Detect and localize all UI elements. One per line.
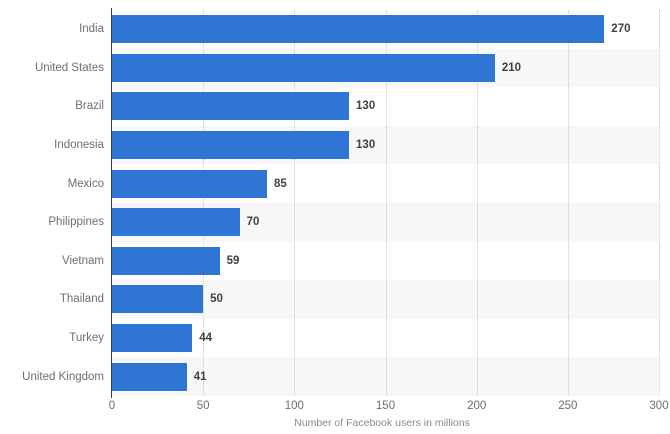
category-label: Mexico	[67, 177, 104, 190]
bar-row: United States 210	[0, 49, 670, 88]
x-axis-title-text: Number of Facebook users in millions	[294, 417, 470, 429]
bar[interactable]	[112, 362, 187, 391]
bar-row: Turkey 44	[0, 319, 670, 358]
gridline-150	[385, 10, 387, 396]
bar-value-label: 130	[356, 100, 376, 113]
bar-value-label: 85	[273, 177, 287, 190]
x-tick-label: 200	[467, 400, 487, 412]
category-label: Thailand	[59, 293, 104, 306]
category-label: Vietnam	[62, 254, 104, 267]
bar-value-label: 50	[210, 293, 223, 306]
bar-value-label: 41	[193, 370, 207, 383]
gridline-200	[476, 10, 478, 396]
bar-row: Mexico 85	[0, 164, 670, 203]
gridline-100	[294, 10, 296, 396]
bar-row: Vietnam 59	[0, 242, 670, 281]
category-label: Turkey	[69, 332, 104, 345]
bar[interactable]	[112, 285, 204, 314]
category-label: Philippines	[48, 216, 104, 229]
category-label: Brazil	[75, 100, 104, 113]
category-axis-line	[111, 8, 112, 398]
bar[interactable]	[112, 15, 605, 44]
bar-value-label: 59	[226, 254, 240, 267]
bar-value-label: 130	[356, 139, 376, 152]
bar-row: Philippines 70	[0, 203, 670, 242]
bar[interactable]	[112, 246, 220, 275]
gridline-250	[567, 10, 569, 396]
x-tick-label: 300	[649, 400, 669, 412]
x-tick-label: 0	[108, 400, 116, 412]
category-label: Indonesia	[54, 139, 104, 152]
x-tick-label: 100	[284, 400, 304, 412]
gridline-300	[659, 10, 660, 396]
x-tick-label: 50	[196, 400, 210, 412]
bar[interactable]	[112, 324, 193, 353]
category-label: United Kingdom	[22, 370, 104, 383]
bar-value-label: 270	[611, 23, 631, 36]
bar-row: Brazil 130	[0, 87, 670, 126]
bar[interactable]	[112, 208, 240, 237]
category-label: United States	[34, 61, 104, 74]
x-tick-label: 250	[558, 400, 578, 412]
bar[interactable]	[112, 92, 350, 121]
x-tick-label: 150	[375, 400, 396, 412]
bar-value-label: 210	[501, 61, 522, 74]
bar[interactable]	[112, 169, 267, 198]
bar-value-label: 70	[246, 216, 260, 229]
bar[interactable]	[112, 131, 350, 160]
x-axis-title: Number of Facebook users in millions	[0, 417, 670, 429]
bar-row: India 270	[0, 10, 670, 49]
category-label: India	[79, 23, 104, 36]
plot-area	[112, 10, 660, 396]
bar-row: United Kingdom 41	[0, 357, 670, 396]
bar-value-label: 44	[199, 332, 213, 345]
bar[interactable]	[112, 53, 495, 82]
gridline-50	[203, 10, 205, 396]
bar-row: Indonesia 130	[0, 126, 670, 165]
bar-row: Thailand 50	[0, 280, 670, 319]
